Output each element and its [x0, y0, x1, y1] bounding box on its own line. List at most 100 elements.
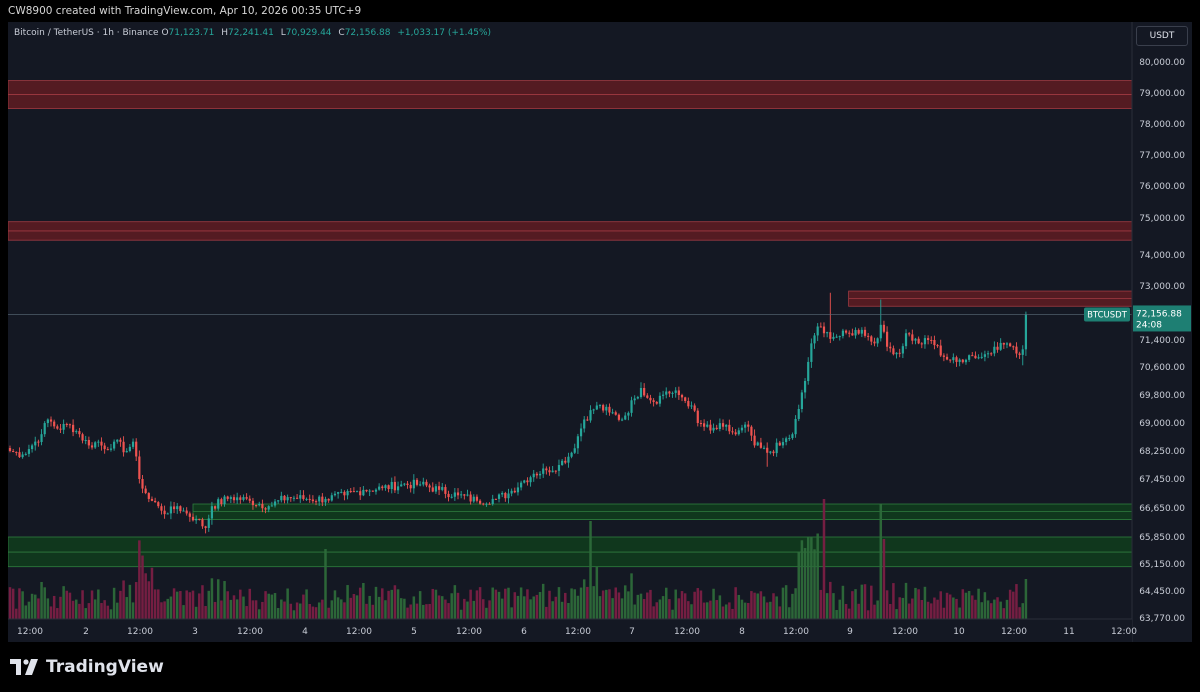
candle-body-182: [583, 419, 586, 429]
candle-body-216: [690, 405, 693, 407]
volume-bar-238: [759, 591, 763, 619]
candle-body-17: [62, 424, 65, 430]
candle-body-67: [220, 499, 223, 505]
candle-body-90: [292, 497, 296, 499]
candle-body-194: [620, 419, 624, 421]
volume-bar-150: [482, 599, 485, 619]
candle-body-235: [750, 426, 753, 436]
candle-body-222: [709, 424, 712, 431]
volume-bar-277: [882, 539, 886, 619]
volume-bar-198: [633, 604, 636, 619]
candle-body-317: [1009, 343, 1012, 347]
candle-body-52: [172, 506, 176, 510]
volume-bar-174: [557, 587, 561, 619]
candle-body-266: [848, 332, 851, 334]
candle-body-109: [352, 491, 355, 493]
volume-bar-17: [62, 586, 65, 619]
volume-bar-210: [671, 609, 674, 619]
volume-bar-118: [381, 588, 384, 619]
time-tick-label-8: 12:00: [456, 627, 482, 637]
candle-body-55: [182, 510, 185, 512]
candle-body-265: [844, 330, 848, 333]
volume-bar-190: [608, 589, 611, 619]
candle-body-263: [838, 336, 841, 338]
candle-body-272: [867, 335, 870, 337]
candle-body-251: [800, 392, 804, 409]
time-tick-label-14: 12:00: [783, 627, 809, 637]
currency-button[interactable]: USDT: [1136, 26, 1188, 46]
candle-body-196: [627, 412, 630, 416]
candle-body-198: [633, 398, 636, 401]
price-chart[interactable]: 80,000.00 79,000.00 78,000.00 77,000.00 76,0…: [8, 22, 1192, 642]
volume-bar-165: [529, 599, 532, 619]
candle-body-195: [624, 415, 627, 420]
candle-body-227: [725, 424, 728, 427]
volume-bar-48: [160, 602, 163, 619]
volume-bar-40: [134, 582, 138, 619]
volume-bar-70: [229, 599, 233, 619]
volume-bar-171: [548, 590, 551, 619]
candle-body-68: [223, 496, 226, 505]
volume-bar-272: [866, 610, 870, 619]
volume-bar-224: [715, 600, 718, 619]
candle-body-31: [106, 449, 109, 451]
volume-bar-160: [513, 592, 517, 619]
candle-body-123: [396, 486, 400, 491]
price-tick-label-11: 69,000.00: [1139, 419, 1185, 429]
candle-body-243: [775, 442, 778, 454]
candle-body-8: [34, 441, 37, 446]
volume-bar-245: [781, 587, 785, 619]
volume-bar-247: [788, 607, 791, 619]
candle-body-313: [996, 346, 999, 350]
candle-body-53: [176, 506, 179, 510]
symbol-label[interactable]: Bitcoin / TetherUS · 1h · Binance: [14, 28, 159, 38]
candle-body-136: [437, 486, 441, 490]
candle-body-255: [813, 335, 816, 344]
candle-body-210: [671, 392, 674, 394]
tradingview-logo[interactable]: TradingView: [10, 657, 164, 677]
candle-body-175: [561, 460, 564, 465]
volume-bar-254: [810, 537, 813, 619]
chart-frame[interactable]: 80,000.00 79,000.00 78,000.00 77,000.00 76,0…: [8, 22, 1192, 642]
volume-bar-92: [299, 603, 302, 619]
time-tick-label-0: 12:00: [17, 627, 43, 637]
candle-body-119: [384, 485, 387, 489]
volume-bar-148: [475, 590, 479, 619]
candle-body-289: [920, 343, 923, 345]
candle-body-63: [207, 518, 210, 528]
candle-body-230: [734, 432, 737, 435]
volume-bar-275: [876, 600, 879, 619]
volume-bar-169: [541, 583, 545, 619]
candle-body-46: [154, 500, 157, 503]
volume-bar-82: [267, 593, 270, 619]
candle-body-213: [680, 395, 684, 398]
volume-bar-22: [78, 603, 81, 619]
candle-body-207: [661, 394, 665, 396]
volume-bar-10: [40, 581, 43, 619]
high-value: 72,241.41: [228, 28, 274, 38]
volume-bar-9: [37, 598, 40, 619]
candle-body-232: [740, 427, 744, 431]
time-tick-label-1: 2: [83, 627, 89, 637]
candle-body-268: [854, 330, 857, 336]
candle-body-93: [302, 495, 305, 500]
candle-body-23: [81, 434, 84, 441]
volume-bar-306: [974, 599, 977, 619]
low-label: L: [280, 28, 286, 38]
volume-bar-226: [721, 606, 725, 619]
candle-body-0: [8, 448, 12, 451]
candle-body-250: [797, 409, 800, 419]
volume-bar-233: [743, 602, 747, 619]
candle-body-193: [617, 414, 621, 420]
candle-body-33: [113, 441, 116, 449]
candle-body-1: [12, 451, 15, 452]
candle-body-302: [961, 359, 964, 363]
volume-bar-259: [825, 593, 829, 619]
candle-body-202: [646, 395, 649, 398]
candle-body-125: [403, 483, 406, 485]
candle-body-124: [400, 484, 403, 487]
volume-bar-127: [409, 604, 412, 619]
volume-bar-142: [456, 592, 460, 619]
candle-body-201: [643, 388, 646, 396]
volume-bar-80: [261, 601, 264, 619]
